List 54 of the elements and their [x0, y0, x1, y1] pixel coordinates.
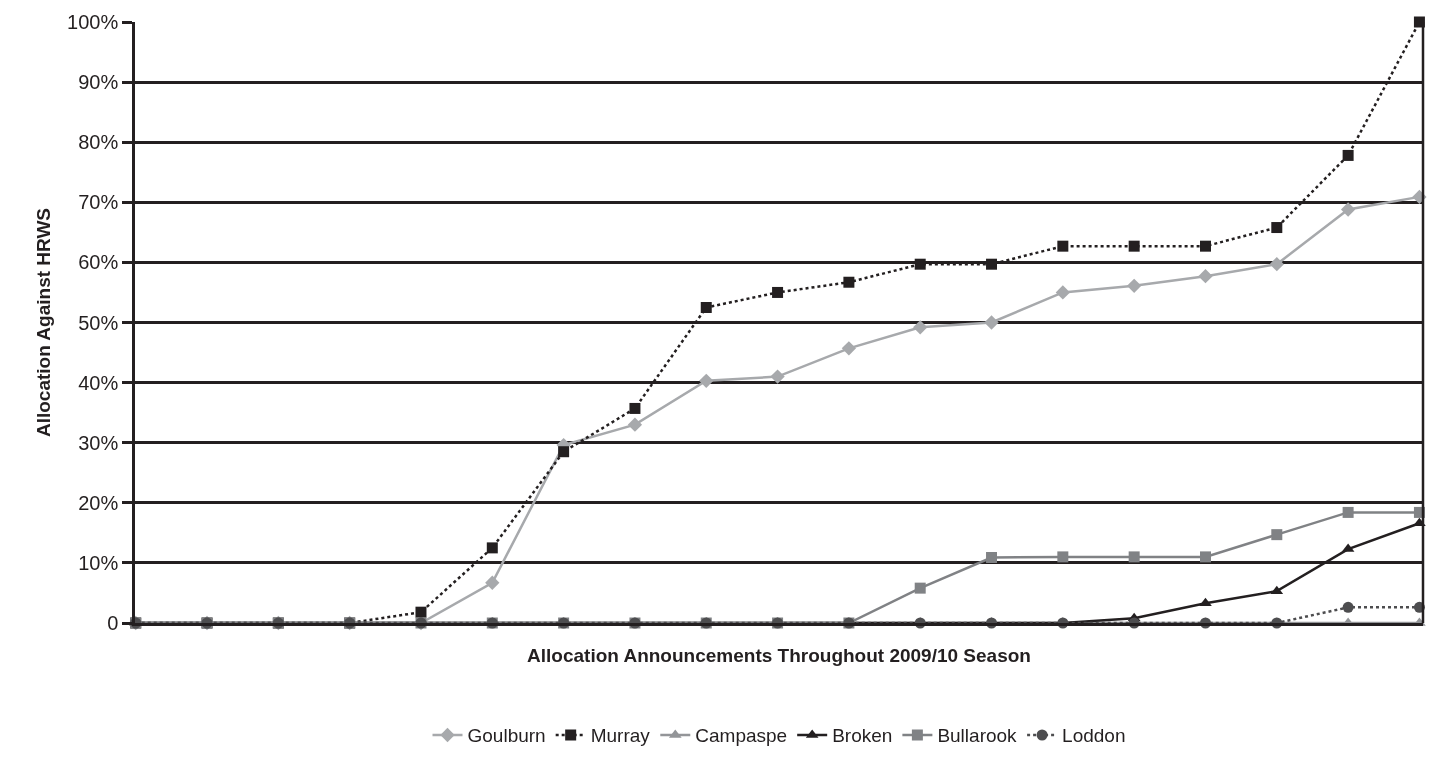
y-tick-label: 0 — [107, 612, 119, 634]
point — [1057, 240, 1069, 252]
point — [984, 315, 999, 330]
point — [1199, 551, 1211, 563]
point — [914, 582, 926, 594]
y-tick-label: 10% — [78, 551, 119, 574]
y-tick-label: 80% — [78, 131, 119, 154]
legend-label: Campaspe — [695, 725, 788, 747]
point — [1271, 529, 1283, 541]
point — [843, 276, 855, 288]
point — [986, 258, 998, 270]
y-tick-label: 100% — [67, 11, 119, 33]
point — [1342, 601, 1354, 613]
legend-label: Broken — [832, 725, 893, 747]
point — [700, 301, 712, 313]
y-tick-label: 20% — [78, 491, 119, 514]
point — [986, 551, 998, 563]
point — [1057, 551, 1069, 563]
point — [1198, 269, 1213, 284]
point — [1127, 278, 1142, 293]
point — [1055, 285, 1070, 300]
y-tick-label: 30% — [78, 431, 119, 454]
point — [913, 320, 928, 335]
point — [558, 446, 570, 458]
point — [1199, 240, 1211, 252]
point — [1340, 202, 1356, 217]
point — [1128, 551, 1140, 563]
legend-label: Murray — [590, 725, 651, 747]
point — [415, 606, 427, 618]
y-tick-label: 50% — [78, 311, 119, 334]
y-axis-title: Allocation Against HRWS — [32, 207, 54, 438]
point — [1342, 506, 1354, 518]
y-tick-label: 70% — [78, 191, 119, 214]
y-tick-label: 40% — [78, 371, 119, 394]
point — [1128, 240, 1140, 252]
y-tick-label: 90% — [78, 71, 119, 94]
point — [914, 258, 926, 270]
point — [627, 417, 643, 432]
point — [770, 369, 785, 384]
point — [486, 542, 498, 554]
point — [841, 341, 857, 356]
legend-label: Loddon — [1062, 725, 1126, 747]
point — [485, 575, 500, 590]
point — [1269, 257, 1284, 272]
point — [1271, 222, 1283, 234]
point — [629, 402, 641, 414]
y-tick-label: 60% — [78, 251, 119, 274]
legend-label: Goulburn — [467, 725, 546, 747]
x-axis-title: Allocation Announcements Throughout 2009/10 Season — [527, 644, 1031, 666]
point — [1413, 16, 1425, 28]
point — [772, 286, 784, 298]
point — [1342, 149, 1354, 161]
point — [699, 373, 714, 388]
legend-label: Bullarook — [937, 725, 1018, 747]
